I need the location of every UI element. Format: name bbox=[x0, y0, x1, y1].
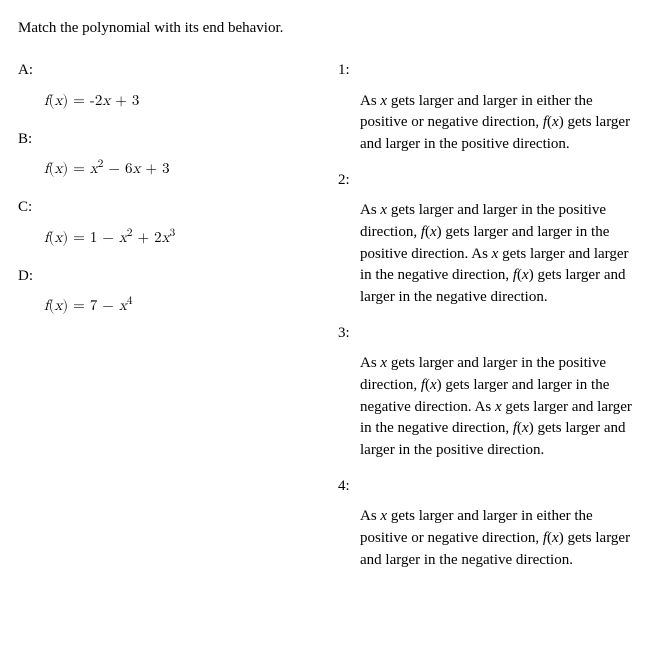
polynomial-item-a: A: f(x) = -2x + 3 bbox=[18, 60, 328, 111]
formula-d: f(x) = 7 − x4 bbox=[18, 296, 328, 316]
text-2: As x gets larger and larger in the posit… bbox=[338, 200, 638, 309]
polynomial-item-c: C: f(x) = 1 − x2 + 2x3 bbox=[18, 197, 328, 248]
behavior-item-3: 3: As x gets larger and larger in the po… bbox=[338, 323, 638, 462]
label-c: C: bbox=[18, 197, 328, 217]
polynomial-item-d: D: f(x) = 7 − x4 bbox=[18, 266, 328, 317]
label-d: D: bbox=[18, 266, 328, 286]
formula-b: f(x) = x2 − 6x + 3 bbox=[18, 159, 328, 179]
label-a: A: bbox=[18, 60, 328, 80]
behavior-item-1: 1: As x gets larger and larger in either… bbox=[338, 60, 638, 156]
matching-columns: A: f(x) = -2x + 3 B: f(x) = x2 − 6x + 3 … bbox=[18, 60, 641, 585]
text-3: As x gets larger and larger in the posit… bbox=[338, 353, 638, 462]
formula-c: f(x) = 1 − x2 + 2x3 bbox=[18, 228, 328, 248]
formula-a: f(x) = -2x + 3 bbox=[18, 91, 328, 111]
behavior-item-4: 4: As x gets larger and larger in either… bbox=[338, 476, 638, 572]
question-prompt: Match the polynomial with its end behavi… bbox=[18, 18, 641, 38]
label-b: B: bbox=[18, 129, 328, 149]
polynomial-item-b: B: f(x) = x2 − 6x + 3 bbox=[18, 129, 328, 180]
label-4: 4: bbox=[338, 476, 638, 496]
text-4: As x gets larger and larger in either th… bbox=[338, 506, 638, 571]
polynomials-column: A: f(x) = -2x + 3 B: f(x) = x2 − 6x + 3 … bbox=[18, 60, 338, 585]
text-1: As x gets larger and larger in either th… bbox=[338, 91, 638, 156]
behaviors-column: 1: As x gets larger and larger in either… bbox=[338, 60, 638, 585]
label-1: 1: bbox=[338, 60, 638, 80]
behavior-item-2: 2: As x gets larger and larger in the po… bbox=[338, 170, 638, 309]
label-3: 3: bbox=[338, 323, 638, 343]
label-2: 2: bbox=[338, 170, 638, 190]
